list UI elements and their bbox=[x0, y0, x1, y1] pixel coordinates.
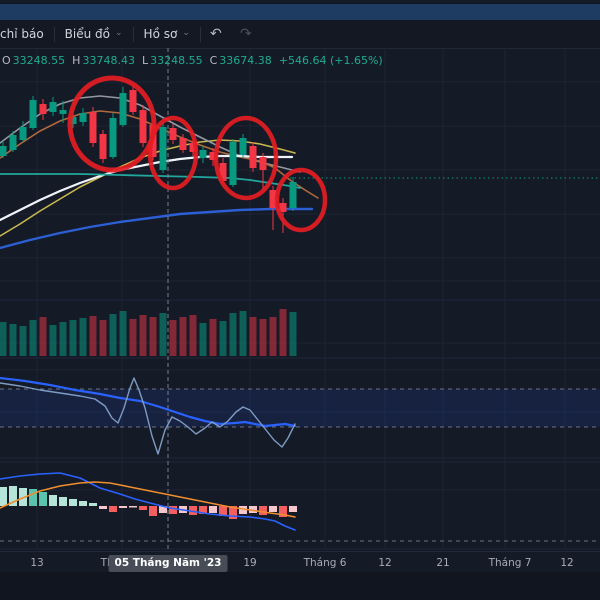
red-circle-annotation[interactable] bbox=[147, 115, 199, 191]
undo-icon[interactable]: ↶ bbox=[210, 26, 222, 42]
chevron-down-icon: ⌄ bbox=[115, 28, 123, 38]
ohlc-legend: O 33248.55 H 33748.43 L 33248.55 C 33674.38 +546… bbox=[2, 54, 385, 67]
chart-menu-label: Biểu đồ bbox=[64, 27, 110, 41]
time-axis-label: Tháng 7 bbox=[488, 557, 532, 569]
change-value: +546.64 (+1.65%) bbox=[278, 54, 383, 67]
time-axis-label: 21 bbox=[436, 557, 450, 569]
indicators-button[interactable]: chỉ báo bbox=[0, 27, 54, 41]
time-axis-label: 19 bbox=[243, 557, 257, 569]
rsi-band-and-levels bbox=[0, 388, 600, 542]
low-value: 33248.55 bbox=[150, 54, 203, 67]
time-axis-label: 13 bbox=[30, 557, 44, 569]
time-axis-label: Tháng 6 bbox=[303, 557, 347, 569]
red-circle-annotation[interactable] bbox=[213, 115, 279, 201]
time-axis-label: 12 bbox=[560, 557, 574, 569]
toolbar-separator bbox=[199, 26, 201, 42]
red-circle-annotation[interactable] bbox=[274, 167, 328, 233]
bottom-bar bbox=[0, 572, 600, 600]
close-value: 33674.38 bbox=[219, 54, 272, 67]
redo-icon[interactable]: ↷ bbox=[240, 26, 252, 42]
time-axis[interactable]: 05 Tháng Năm '23 13Tháng 519Tháng 61221T… bbox=[0, 551, 600, 573]
chevron-down-icon: ⌄ bbox=[182, 28, 190, 38]
candlesticks bbox=[0, 83, 297, 233]
chart-toolbar: chỉ báo Biểu đồ ⌄ Hồ sơ ⌄ ↶ ↷ bbox=[0, 20, 600, 49]
profile-menu-label: Hồ sơ bbox=[143, 27, 178, 41]
high-label: H bbox=[72, 54, 81, 67]
date-tooltip: 05 Tháng Năm '23 bbox=[108, 555, 228, 572]
chart-menu-button[interactable]: Biểu đồ ⌄ bbox=[55, 27, 133, 41]
indicators-label: chỉ báo bbox=[0, 27, 44, 41]
high-value: 33748.43 bbox=[82, 54, 135, 67]
macd-pane bbox=[0, 472, 297, 531]
volume-bars bbox=[0, 309, 297, 356]
window-top-strip bbox=[0, 3, 600, 21]
red-circle-annotation[interactable] bbox=[67, 75, 157, 173]
toolbar-separator bbox=[132, 26, 134, 42]
rsi-pane bbox=[0, 376, 297, 455]
close-label: C bbox=[209, 54, 218, 67]
annotation-circles bbox=[67, 75, 328, 233]
open-label: O bbox=[2, 54, 11, 67]
time-axis-label: 12 bbox=[378, 557, 392, 569]
profile-menu-button[interactable]: Hồ sơ ⌄ bbox=[134, 27, 200, 41]
toolbar-separator bbox=[53, 26, 55, 42]
low-label: L bbox=[141, 54, 149, 67]
open-value: 33248.55 bbox=[12, 54, 66, 67]
